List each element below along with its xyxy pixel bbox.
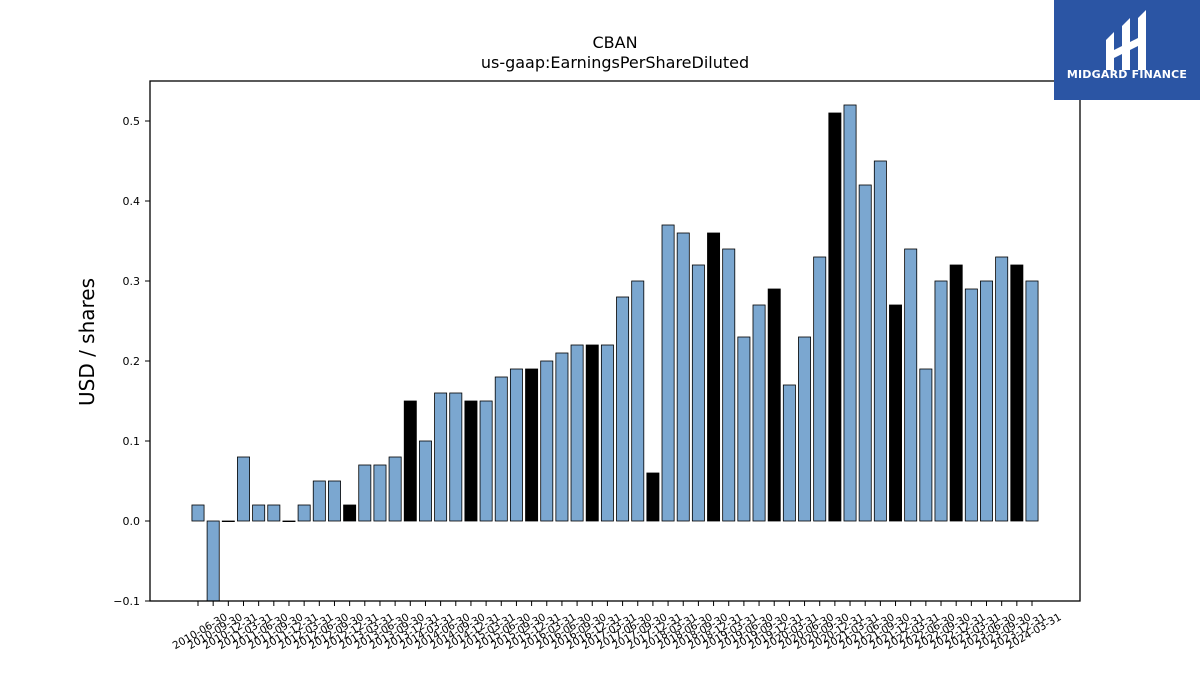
y-axis-label: USD / shares	[75, 278, 99, 406]
bars-group	[191, 104, 1039, 602]
y-tick-label: −0.1	[113, 595, 140, 608]
y-tick-label: 0.2	[123, 355, 141, 368]
bar-2022-06-30	[919, 368, 933, 522]
bar-2012-06-30	[312, 480, 326, 522]
bar-2010-06-30	[191, 504, 205, 522]
bar-2020-12-31	[828, 112, 842, 522]
bar-2019-06-30	[737, 336, 751, 522]
bar-2017-12-31	[646, 472, 660, 522]
bar-2021-03-31	[843, 104, 857, 522]
chart-subtitle: us-gaap:EarningsPerShareDiluted	[481, 53, 749, 72]
bar-2020-06-30	[798, 336, 812, 522]
bar-2013-06-30	[373, 464, 387, 522]
y-tick-label: 0.3	[123, 275, 141, 288]
bar-2011-09-30	[267, 504, 281, 522]
bar-2018-03-31	[661, 224, 675, 522]
bar-2019-12-31	[767, 288, 781, 522]
y-tick-label: 0.1	[123, 435, 141, 448]
bar-2015-06-30	[494, 376, 508, 522]
bar-2014-06-30	[434, 392, 448, 522]
bar-2018-12-31	[707, 232, 721, 522]
bar-2013-12-31	[403, 400, 417, 522]
bar-2020-09-30	[813, 256, 827, 522]
bar-2024-03-31	[1025, 280, 1039, 522]
bar-2015-09-30	[509, 368, 523, 522]
bar-2015-03-31	[479, 400, 493, 522]
y-tick-label: 0.4	[123, 195, 141, 208]
bar-2016-12-31	[585, 344, 599, 522]
midgard-finance-logo: MIDGARD FINANCE	[1054, 0, 1200, 100]
bar-2023-03-31	[964, 288, 978, 522]
bar-2014-09-30	[449, 392, 463, 522]
bar-2013-03-31	[358, 464, 372, 522]
bar-2023-12-31	[1010, 264, 1024, 522]
bar-2017-06-30	[616, 296, 630, 522]
bar-2019-09-30	[752, 304, 766, 522]
bar-2019-03-31	[722, 248, 736, 522]
bar-2011-06-30	[252, 504, 266, 522]
bar-2010-12-31	[221, 520, 235, 523]
bar-2012-09-30	[328, 480, 341, 522]
bar-2012-12-31	[343, 504, 357, 522]
plot-frame	[149, 80, 1081, 602]
bar-2022-09-30	[934, 280, 948, 522]
y-tick-label: 0.5	[123, 115, 141, 128]
bar-2015-12-31	[525, 368, 539, 522]
bar-2016-03-31	[540, 360, 554, 522]
bar-2013-09-30	[388, 456, 402, 522]
bar-2018-06-30	[676, 232, 690, 522]
logo-mark-icon	[1106, 10, 1146, 70]
bar-2023-09-30	[995, 256, 1009, 522]
bar-2021-06-30	[858, 184, 872, 522]
bar-2021-09-30	[873, 160, 887, 522]
bar-2022-12-31	[949, 264, 963, 522]
y-ticks-group: −0.1 0.0 0.1 0.2 0.3 0.4 0.5	[113, 115, 150, 608]
bar-2022-03-31	[904, 248, 918, 522]
chart-title: CBAN	[592, 33, 637, 52]
bar-2014-12-31	[464, 400, 478, 522]
bar-2016-09-30	[570, 344, 584, 522]
bar-2018-09-30	[691, 264, 705, 522]
x-ticks-group: 2010-06-302010-09-302010-12-312011-03-31…	[171, 601, 1064, 652]
bar-2011-12-31	[282, 520, 296, 523]
bar-2020-03-31	[782, 384, 796, 522]
bar-2021-12-31	[889, 304, 902, 522]
bar-2023-06-30	[980, 280, 993, 522]
bar-2012-03-31	[297, 504, 311, 522]
bar-2017-09-30	[631, 280, 645, 522]
y-tick-label: 0.0	[123, 515, 141, 528]
logo-text: MIDGARD FINANCE	[1066, 68, 1188, 81]
bar-2017-03-31	[600, 344, 614, 522]
bar-2016-06-30	[555, 352, 569, 522]
bar-2014-03-31	[418, 440, 432, 522]
bar-2010-09-30	[206, 520, 220, 602]
bar-2011-03-31	[237, 456, 250, 522]
